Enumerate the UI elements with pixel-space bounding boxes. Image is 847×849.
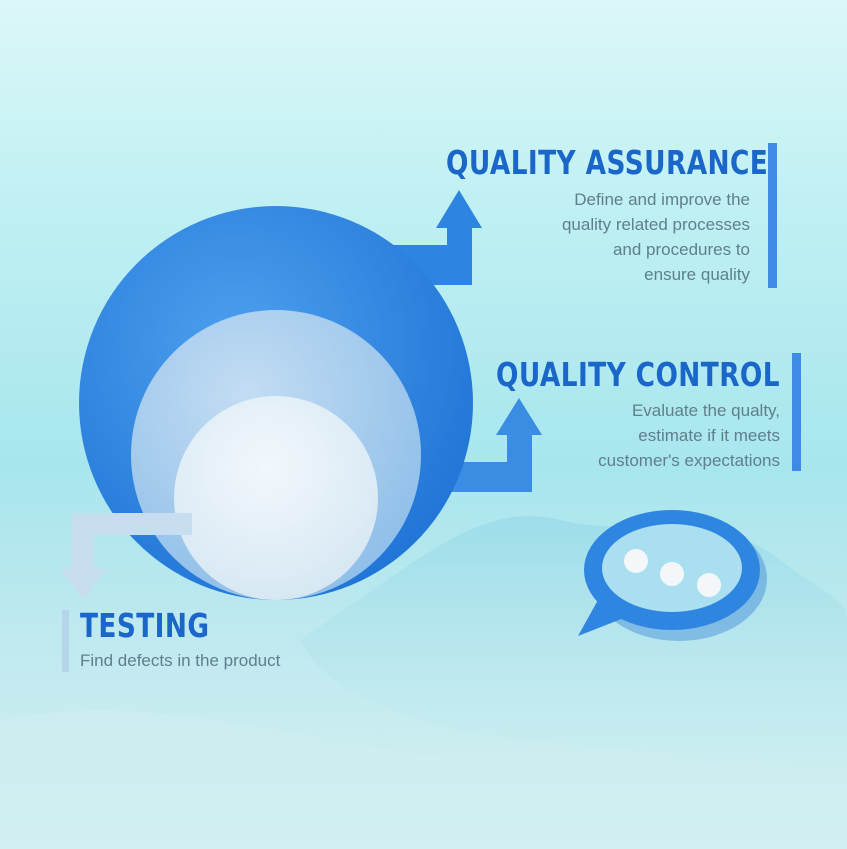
quality-assurance-title: QUALITY ASSURANCE: [446, 143, 769, 182]
description-line: and procedures to: [612, 240, 750, 259]
quality-control-description: Evaluate the qualty, estimate if it meet…: [400, 398, 780, 473]
testing-accent-bar: [62, 610, 69, 672]
description-line: customer's expectations: [598, 451, 780, 470]
speech-bubble-icon: [578, 510, 767, 641]
testing-block: TESTING Find defects in the product: [80, 606, 440, 673]
background-cloud-band: [0, 710, 847, 849]
quality-control-title: QUALITY CONTROL: [496, 355, 780, 394]
quality-assurance-accent-bar: [768, 143, 777, 288]
quality-assurance-block: QUALITY ASSURANCE Define and improve the…: [370, 143, 769, 287]
quality-assurance-description: Define and improve the quality related p…: [370, 187, 750, 287]
quality-control-accent-bar: [792, 353, 801, 471]
description-line: quality related processes: [561, 215, 750, 234]
quality-control-block: QUALITY CONTROL Evaluate the qualty, est…: [400, 355, 780, 473]
description-line: Evaluate the qualty,: [631, 401, 780, 420]
testing-title: TESTING: [80, 606, 210, 645]
description-line: Find defects in the product: [80, 651, 281, 670]
description-line: estimate if it meets: [638, 426, 780, 445]
inner-circle: [174, 396, 378, 600]
arrow-down-icon: [60, 513, 192, 600]
description-line: ensure quality: [644, 265, 750, 284]
description-line: Define and improve the: [574, 190, 750, 209]
testing-description: Find defects in the product: [80, 648, 440, 673]
